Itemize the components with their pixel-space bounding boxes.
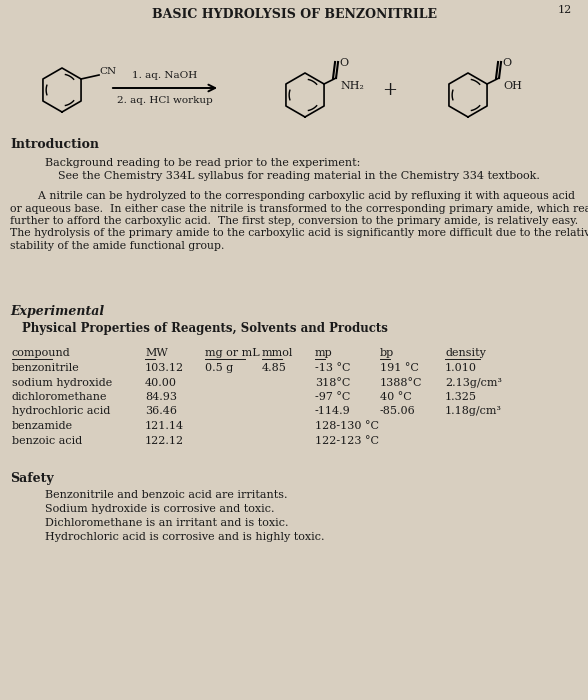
Text: Safety: Safety [10,472,54,485]
Text: stability of the amide functional group.: stability of the amide functional group. [10,241,225,251]
Text: 2.13g/cm³: 2.13g/cm³ [445,377,502,388]
Text: The hydrolysis of the primary amide to the carboxylic acid is significantly more: The hydrolysis of the primary amide to t… [10,228,588,239]
Text: +: + [383,81,397,99]
Text: -13 °C: -13 °C [315,363,350,373]
Text: A nitrile can be hydrolyzed to the corresponding carboxylic acid by refluxing it: A nitrile can be hydrolyzed to the corre… [10,191,575,201]
Text: -85.06: -85.06 [380,407,416,416]
Text: 318°C: 318°C [315,377,350,388]
Text: Dichloromethane is an irritant and is toxic.: Dichloromethane is an irritant and is to… [45,518,289,528]
Text: 121.14: 121.14 [145,421,184,431]
Text: Background reading to be read prior to the experiment:: Background reading to be read prior to t… [45,158,360,168]
Text: mmol: mmol [262,348,293,358]
Text: sodium hydroxide: sodium hydroxide [12,377,112,388]
Text: 1388°C: 1388°C [380,377,423,388]
Text: 1.18g/cm³: 1.18g/cm³ [445,407,502,416]
Text: Sodium hydroxide is corrosive and toxic.: Sodium hydroxide is corrosive and toxic. [45,504,275,514]
Text: benzoic acid: benzoic acid [12,435,82,445]
Text: bp: bp [380,348,394,358]
Text: 0.5 g: 0.5 g [205,363,233,373]
Text: CN: CN [99,66,116,76]
Text: 122-123 °C: 122-123 °C [315,435,379,445]
Text: 40.00: 40.00 [145,377,177,388]
Text: Hydrochloric acid is corrosive and is highly toxic.: Hydrochloric acid is corrosive and is hi… [45,532,325,542]
Text: mp: mp [315,348,333,358]
Text: Experimental: Experimental [10,305,104,318]
Text: benzonitrile: benzonitrile [12,363,80,373]
Text: 4.85: 4.85 [262,363,287,373]
Text: mg or mL: mg or mL [205,348,260,358]
Text: 1.010: 1.010 [445,363,477,373]
Text: benzamide: benzamide [12,421,73,431]
Text: OH: OH [503,81,522,91]
Text: 122.12: 122.12 [145,435,184,445]
Text: See the Chemistry 334L syllabus for reading material in the Chemistry 334 textbo: See the Chemistry 334L syllabus for read… [58,171,540,181]
Text: Benzonitrile and benzoic acid are irritants.: Benzonitrile and benzoic acid are irrita… [45,490,288,500]
Text: Introduction: Introduction [10,138,99,151]
Text: 191 °C: 191 °C [380,363,419,373]
Text: MW: MW [145,348,168,358]
Text: dichloromethane: dichloromethane [12,392,108,402]
Text: -114.9: -114.9 [315,407,351,416]
Text: compound: compound [12,348,71,358]
Text: O: O [502,58,511,68]
Text: 2. aq. HCl workup: 2. aq. HCl workup [117,96,213,105]
Text: 40 °C: 40 °C [380,392,412,402]
Text: Physical Properties of Reagents, Solvents and Products: Physical Properties of Reagents, Solvent… [22,322,388,335]
Text: 84.93: 84.93 [145,392,177,402]
Text: 1.325: 1.325 [445,392,477,402]
Text: hydrochloric acid: hydrochloric acid [12,407,111,416]
Text: O: O [339,58,348,68]
Text: or aqueous base.  In either case the nitrile is transformed to the corresponding: or aqueous base. In either case the nitr… [10,204,588,214]
Text: -97 °C: -97 °C [315,392,350,402]
Text: NH₂: NH₂ [340,81,364,91]
Text: 12: 12 [558,5,572,15]
Text: 128-130 °C: 128-130 °C [315,421,379,431]
Text: 36.46: 36.46 [145,407,177,416]
Text: 1. aq. NaOH: 1. aq. NaOH [132,71,198,80]
Text: 103.12: 103.12 [145,363,184,373]
Text: BASIC HYDROLYSIS OF BENZONITRILE: BASIC HYDROLYSIS OF BENZONITRILE [152,8,436,21]
Text: density: density [445,348,486,358]
Text: further to afford the carboxylic acid.  The first step, conversion to the primar: further to afford the carboxylic acid. T… [10,216,578,226]
